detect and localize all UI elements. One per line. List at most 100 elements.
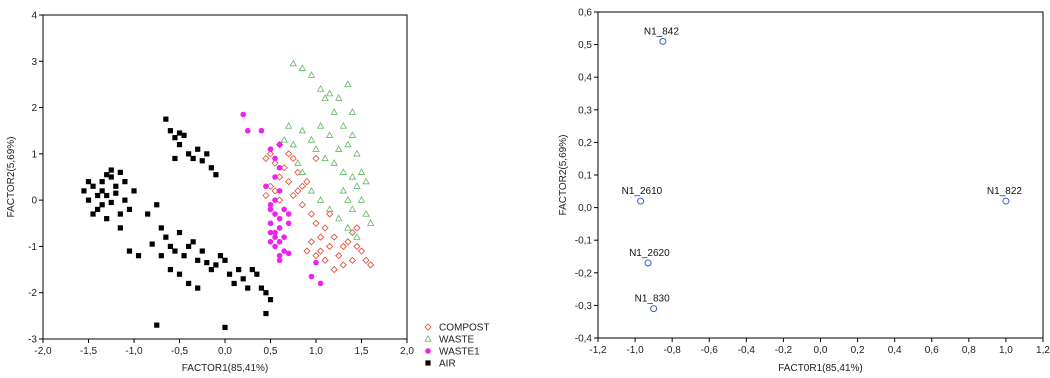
y-tick-label: 2 <box>31 103 37 114</box>
air-point <box>217 253 224 259</box>
point-label: N1_822 <box>987 186 1022 197</box>
waste1-point <box>276 252 283 259</box>
waste1-point <box>276 215 283 222</box>
compost-point <box>289 191 297 200</box>
x-tick-label: 0,0 <box>218 346 232 357</box>
x-tick-label: -0,4 <box>738 345 756 356</box>
air-point <box>181 132 187 138</box>
waste-point <box>330 108 338 115</box>
waste1-point <box>267 239 274 245</box>
compost-point <box>348 256 356 264</box>
y-tick-label: 0,0 <box>578 203 592 214</box>
waste1-point <box>317 280 324 287</box>
air-point <box>186 280 192 287</box>
y-tick-label: -0,1 <box>575 236 593 247</box>
air-point <box>195 285 201 291</box>
waste-point <box>348 131 357 138</box>
legend-label: WASTE1 <box>439 347 480 358</box>
air-point <box>90 211 96 217</box>
waste-point <box>289 59 297 67</box>
legend-marker <box>425 348 431 354</box>
left-axis-ticks: -2,0 -1,5 -1,0 -0,5 0,0 0,5 1,0 1,5 2,0 -3 -2 -1 0 1 2… <box>28 11 414 358</box>
waste-point <box>316 85 325 92</box>
left-y-axis-title: FACTOR2(5,69%) <box>6 137 17 218</box>
air-point <box>181 253 187 259</box>
air-point <box>172 135 178 141</box>
waste-point <box>330 159 338 166</box>
waste1-point <box>276 225 283 231</box>
waste1-point <box>276 257 283 264</box>
waste-point <box>298 168 307 175</box>
air-point <box>117 169 123 175</box>
air-point <box>231 280 237 287</box>
y-tick-label: -0,3 <box>575 301 593 312</box>
waste1-point <box>272 229 278 236</box>
air-point <box>90 183 96 189</box>
air-point <box>145 211 151 217</box>
right-x-axis-title: FACT0R1(85,41%) <box>778 363 862 374</box>
waste1-point <box>276 141 283 148</box>
compost-point <box>266 150 275 158</box>
air-point <box>213 172 219 178</box>
right-y-axis-title: FACTOR2(5,69%) <box>558 135 569 216</box>
air-point <box>190 155 196 162</box>
waste-point <box>325 131 334 138</box>
y-tick-label: 0,3 <box>578 105 592 116</box>
waste-point <box>316 122 325 129</box>
waste-point <box>321 94 329 101</box>
waste-point <box>344 140 352 148</box>
legend-item-compost: COMPOST <box>424 323 490 334</box>
data-point <box>644 259 652 267</box>
x-tick-label: -1,0 <box>125 346 143 357</box>
y-tick-label: 0,2 <box>578 138 592 149</box>
waste-point <box>335 94 343 101</box>
left-scatter-chart: -2,0 -1,5 -1,0 -0,5 0,0 0,5 1,0 1,5 2,0 -3 -2 -1 0 1 2… <box>6 11 490 375</box>
point-n1_2610: N1_2610 <box>622 186 663 205</box>
air-point <box>104 172 110 178</box>
air-point <box>208 165 214 171</box>
compost-point <box>262 191 270 200</box>
right-scatter-chart: -1,2 -1,0 -0,8 -0,6 -0,4 -0,2 0,0 0,2 0,4 0,6 0,8 1… <box>558 8 1050 375</box>
air-point <box>108 167 114 173</box>
legend-item-waste1: WASTE1 <box>425 347 480 358</box>
compost-point <box>367 261 375 269</box>
compost-point <box>339 261 347 269</box>
waste-point <box>307 71 316 78</box>
x-tick-label: -0,8 <box>664 345 682 356</box>
air-point <box>222 257 228 263</box>
point-n1_2620: N1_2620 <box>629 248 670 267</box>
x-tick-label: 0,5 <box>264 346 278 357</box>
compost-point <box>330 266 338 274</box>
point-n1_822: N1_822 <box>987 186 1022 205</box>
waste-point <box>325 89 334 97</box>
waste-point <box>353 182 361 189</box>
y-tick-label: 1 <box>31 149 37 160</box>
waste1-point <box>272 155 278 162</box>
waste1-point <box>313 259 319 266</box>
waste-point <box>344 196 352 203</box>
air-point <box>240 276 246 282</box>
waste1-point <box>267 220 274 227</box>
compost-point <box>285 150 293 158</box>
air-point <box>158 225 164 231</box>
waste1-point <box>263 183 269 190</box>
point-label: N1_842 <box>644 26 679 37</box>
data-point <box>650 305 658 313</box>
x-tick-label: -0,5 <box>171 346 189 357</box>
waste1-point <box>258 127 265 134</box>
legend-label: COMPOST <box>439 323 490 334</box>
x-tick-label: -1,2 <box>589 345 607 356</box>
point-label: N1_2610 <box>622 186 663 197</box>
waste-point <box>335 214 343 222</box>
waste-point <box>280 135 288 143</box>
air-point <box>81 188 87 194</box>
waste-point <box>348 172 357 180</box>
compost-point <box>344 238 352 246</box>
waste1-point <box>281 234 287 240</box>
waste-point <box>362 177 370 185</box>
waste-point <box>366 219 375 226</box>
waste1-point <box>276 164 283 171</box>
compost-point <box>312 252 320 260</box>
waste1-point <box>272 211 278 217</box>
data-point <box>637 197 645 205</box>
